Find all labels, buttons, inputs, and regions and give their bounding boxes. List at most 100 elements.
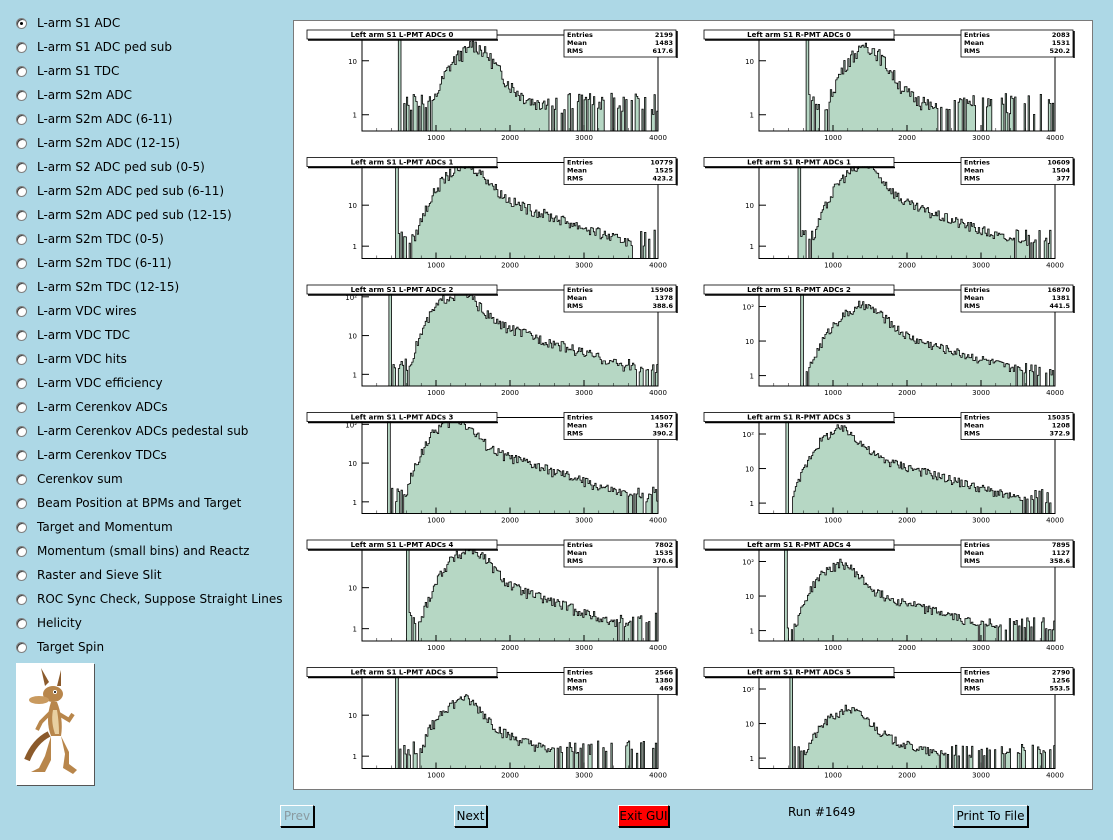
y-tick-label: 10 bbox=[745, 202, 754, 210]
radio-button[interactable] bbox=[16, 329, 27, 341]
stats-value: 358.6 bbox=[1049, 557, 1070, 565]
radio-button[interactable] bbox=[16, 641, 27, 653]
radio-button[interactable] bbox=[16, 209, 27, 221]
radio-button[interactable] bbox=[16, 89, 27, 101]
stats-box bbox=[960, 157, 1074, 185]
title-box bbox=[703, 539, 895, 550]
stats-key: Mean bbox=[964, 39, 984, 47]
menu-item-4[interactable]: L-arm S2m ADC (6-11) bbox=[16, 109, 172, 129]
title-box bbox=[306, 667, 498, 677]
menu-item-10[interactable]: L-arm S2m TDC (6-11) bbox=[16, 253, 172, 273]
menu-item-label: L-arm S2m ADC bbox=[37, 88, 132, 102]
x-tick-label: 3000 bbox=[972, 772, 990, 780]
menu-item-19[interactable]: Cerenkov sum bbox=[16, 469, 123, 489]
radio-button[interactable] bbox=[16, 377, 27, 389]
radio-button[interactable] bbox=[16, 545, 27, 557]
stats-value: 441.5 bbox=[1049, 302, 1070, 310]
x-tick-label: 2000 bbox=[501, 517, 519, 525]
radio-button[interactable] bbox=[16, 161, 27, 173]
stats-key: Entries bbox=[964, 31, 990, 39]
menu-item-11[interactable]: L-arm S2m TDC (12-15) bbox=[16, 277, 179, 297]
menu-item-21[interactable]: Target and Momentum bbox=[16, 517, 173, 537]
x-tick-label: 1000 bbox=[824, 772, 842, 780]
histogram-bars bbox=[362, 674, 658, 769]
x-tick-label: 2000 bbox=[501, 262, 519, 270]
radio-button[interactable] bbox=[16, 17, 27, 29]
radio-button[interactable] bbox=[16, 497, 27, 509]
radio-button[interactable] bbox=[16, 185, 27, 197]
menu-item-0[interactable]: L-arm S1 ADC bbox=[16, 13, 120, 33]
y-tick-label: 10² bbox=[345, 294, 357, 302]
title-box bbox=[703, 667, 895, 677]
radio-button[interactable] bbox=[16, 257, 27, 269]
menu-item-13[interactable]: L-arm VDC TDC bbox=[16, 325, 130, 345]
radio-button[interactable] bbox=[16, 521, 27, 533]
menu-item-25[interactable]: Helicity bbox=[16, 613, 82, 633]
radio-button[interactable] bbox=[16, 425, 27, 437]
menu-item-label: L-arm VDC wires bbox=[37, 304, 137, 318]
radio-button[interactable] bbox=[16, 41, 27, 53]
exit-gui-button[interactable]: Exit GUI bbox=[618, 805, 669, 827]
x-tick-label: 4000 bbox=[1046, 772, 1064, 780]
x-tick-label: 1000 bbox=[427, 262, 445, 270]
menu-item-2[interactable]: L-arm S1 TDC bbox=[16, 61, 119, 81]
stats-value: 7895 bbox=[1052, 541, 1071, 549]
radio-button[interactable] bbox=[16, 281, 27, 293]
radio-button[interactable] bbox=[16, 569, 27, 581]
radio-button[interactable] bbox=[16, 65, 27, 77]
menu-item-3[interactable]: L-arm S2m ADC bbox=[16, 85, 132, 105]
next-button[interactable]: Next bbox=[454, 805, 487, 827]
y-tick-label: 1 bbox=[750, 243, 754, 251]
title-box bbox=[703, 412, 895, 422]
menu-item-7[interactable]: L-arm S2m ADC ped sub (6-11) bbox=[16, 181, 224, 201]
menu-item-17[interactable]: L-arm Cerenkov ADCs pedestal sub bbox=[16, 421, 248, 441]
x-tick-label: 1000 bbox=[427, 389, 445, 397]
menu-item-6[interactable]: L-arm S2 ADC ped sub (0-5) bbox=[16, 157, 205, 177]
radio-button[interactable] bbox=[16, 617, 27, 629]
menu-item-26[interactable]: Target Spin bbox=[16, 637, 104, 657]
menu-item-12[interactable]: L-arm VDC wires bbox=[16, 301, 136, 321]
menu-item-23[interactable]: Raster and Sieve Slit bbox=[16, 565, 162, 585]
histogram-title: Left arm S1 L-PMT ADCs 3 bbox=[351, 414, 454, 422]
stats-key: Mean bbox=[964, 294, 984, 302]
menu-item-24[interactable]: ROC Sync Check, Suppose Straight Lines bbox=[16, 589, 282, 609]
menu-item-8[interactable]: L-arm S2m ADC ped sub (12-15) bbox=[16, 205, 232, 225]
radio-button[interactable] bbox=[16, 113, 27, 125]
menu-item-20[interactable]: Beam Position at BPMs and Target bbox=[16, 493, 241, 513]
y-tick-label: 10 bbox=[348, 202, 357, 210]
stats-value: 370.6 bbox=[652, 557, 673, 565]
stats-value: 15908 bbox=[650, 286, 673, 294]
y-tick-label: 10 bbox=[745, 721, 754, 729]
stats-value: 15035 bbox=[1047, 414, 1070, 422]
prev-button[interactable]: Prev bbox=[280, 805, 314, 827]
stats-value: 372.9 bbox=[1049, 430, 1070, 438]
menu-item-5[interactable]: L-arm S2m ADC (12-15) bbox=[16, 133, 180, 153]
x-tick-label: 2000 bbox=[898, 517, 916, 525]
x-tick-label: 3000 bbox=[972, 644, 990, 652]
menu-item-9[interactable]: L-arm S2m TDC (0-5) bbox=[16, 229, 164, 249]
menu-item-18[interactable]: L-arm Cerenkov TDCs bbox=[16, 445, 167, 465]
stats-key: RMS bbox=[567, 557, 583, 565]
stats-value: 1381 bbox=[1052, 294, 1071, 302]
y-tick-label: 1 bbox=[750, 500, 754, 508]
y-tick-label: 1 bbox=[353, 243, 357, 251]
histogram-panel-10: 1000 2000 3000 4000 1 10 Left arm S1 L-PMT ADC… bbox=[306, 667, 678, 780]
menu-item-15[interactable]: L-arm VDC efficiency bbox=[16, 373, 163, 393]
menu-item-16[interactable]: L-arm Cerenkov ADCs bbox=[16, 397, 168, 417]
radio-button[interactable] bbox=[16, 473, 27, 485]
menu-item-22[interactable]: Momentum (small bins) and Reactz bbox=[16, 541, 249, 561]
radio-button[interactable] bbox=[16, 353, 27, 365]
radio-button[interactable] bbox=[16, 137, 27, 149]
menu-item-1[interactable]: L-arm S1 ADC ped sub bbox=[16, 37, 172, 57]
radio-button[interactable] bbox=[16, 593, 27, 605]
radio-button[interactable] bbox=[16, 233, 27, 245]
print-to-file-button[interactable]: Print To File bbox=[953, 805, 1028, 827]
stats-box bbox=[960, 539, 1074, 568]
radio-button[interactable] bbox=[16, 449, 27, 461]
radio-button[interactable] bbox=[16, 305, 27, 317]
stats-key: Mean bbox=[567, 549, 587, 557]
stats-key: RMS bbox=[567, 302, 583, 310]
x-tick-label: 4000 bbox=[649, 262, 667, 270]
menu-item-14[interactable]: L-arm VDC hits bbox=[16, 349, 127, 369]
radio-button[interactable] bbox=[16, 401, 27, 413]
